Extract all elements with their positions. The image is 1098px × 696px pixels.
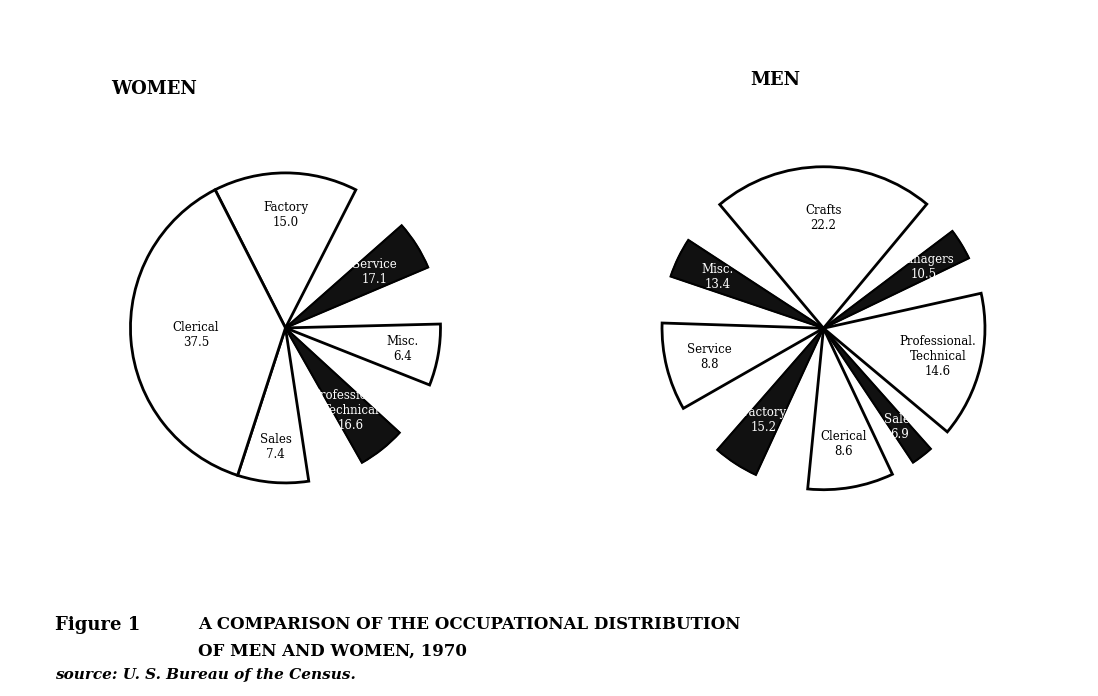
Text: Clerical
37.5: Clerical 37.5 xyxy=(172,321,220,349)
Wedge shape xyxy=(131,173,440,483)
Wedge shape xyxy=(215,173,356,328)
Wedge shape xyxy=(662,167,985,490)
Wedge shape xyxy=(285,324,440,385)
Text: Sales
7.4: Sales 7.4 xyxy=(260,433,292,461)
Text: A COMPARISON OF THE OCCUPATIONAL DISTRIBUTION: A COMPARISON OF THE OCCUPATIONAL DISTRIB… xyxy=(198,616,740,633)
Text: Factory
15.0: Factory 15.0 xyxy=(262,200,309,229)
Wedge shape xyxy=(824,329,931,463)
Wedge shape xyxy=(285,226,428,328)
Text: Professional.
Technical
16.6: Professional. Technical 16.6 xyxy=(313,389,390,432)
Text: Service
8.8: Service 8.8 xyxy=(686,342,731,371)
Wedge shape xyxy=(719,167,927,329)
Text: source: U. S. Bureau of the Census.: source: U. S. Bureau of the Census. xyxy=(55,668,356,682)
Text: Professional.
Technical
14.6: Professional. Technical 14.6 xyxy=(899,335,976,378)
Text: Misc.
13.4: Misc. 13.4 xyxy=(702,262,733,291)
Wedge shape xyxy=(671,240,824,329)
Text: Sales
6.9: Sales 6.9 xyxy=(884,413,916,441)
Wedge shape xyxy=(671,240,824,329)
Text: Misc.
6.4: Misc. 6.4 xyxy=(386,335,419,363)
Wedge shape xyxy=(237,328,309,483)
Text: MEN: MEN xyxy=(750,71,800,89)
Wedge shape xyxy=(717,329,824,475)
Text: Service
17.1: Service 17.1 xyxy=(352,258,397,286)
Wedge shape xyxy=(824,329,931,463)
Wedge shape xyxy=(717,329,824,475)
Wedge shape xyxy=(808,329,893,490)
Wedge shape xyxy=(131,190,285,475)
Text: Crafts
22.2: Crafts 22.2 xyxy=(805,205,841,232)
Wedge shape xyxy=(285,328,400,463)
Wedge shape xyxy=(285,328,400,463)
Wedge shape xyxy=(824,231,968,329)
Text: Clerical
8.6: Clerical 8.6 xyxy=(820,430,866,459)
Text: Factory
15.2: Factory 15.2 xyxy=(741,406,786,434)
Wedge shape xyxy=(824,231,968,329)
Text: WOMEN: WOMEN xyxy=(111,81,197,99)
Wedge shape xyxy=(285,226,428,328)
Text: Managers
10.5: Managers 10.5 xyxy=(894,253,954,281)
Wedge shape xyxy=(824,293,985,432)
Text: OF MEN AND WOMEN, 1970: OF MEN AND WOMEN, 1970 xyxy=(198,642,467,659)
Wedge shape xyxy=(662,323,824,409)
Text: Figure 1: Figure 1 xyxy=(55,616,141,634)
